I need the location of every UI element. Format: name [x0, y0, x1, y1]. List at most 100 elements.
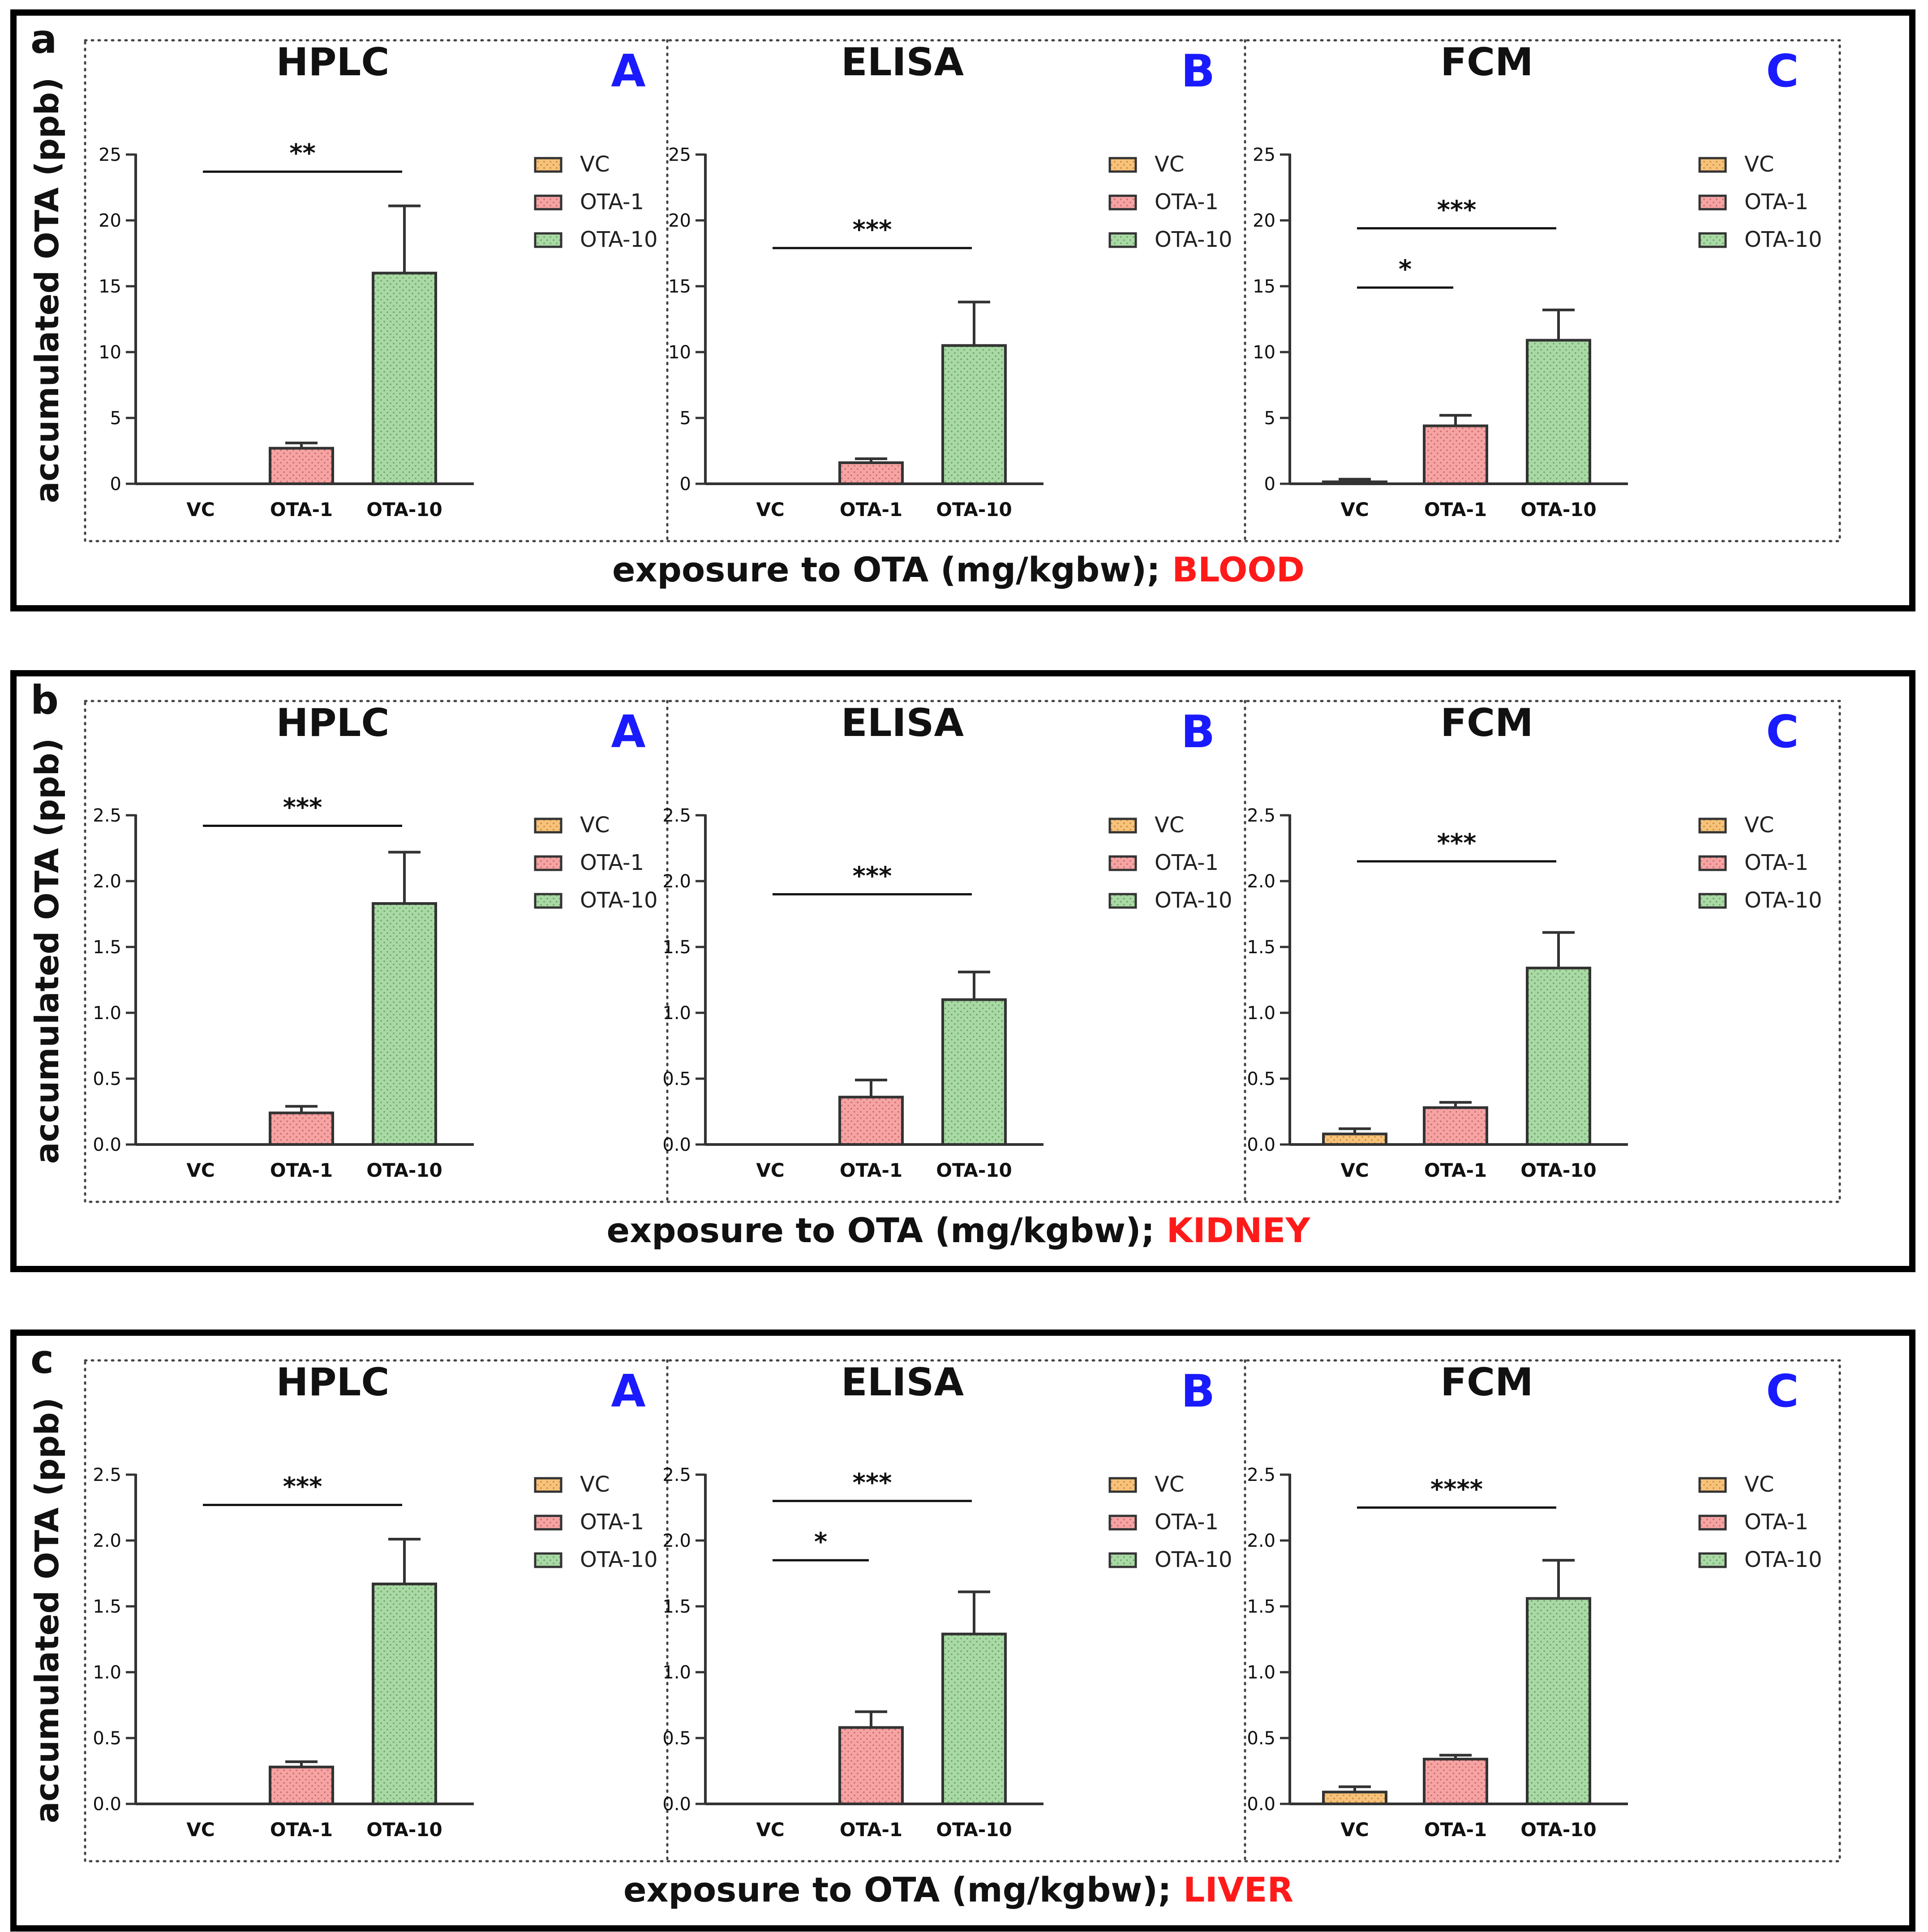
legend-label: OTA-1	[1155, 850, 1219, 875]
y-tick-label: 2.5	[93, 805, 121, 826]
legend-swatch-ota-1	[534, 855, 563, 871]
y-tick-label: 0.0	[662, 1794, 691, 1815]
y-tick-label: 0.5	[93, 1728, 121, 1749]
y-tick-label: 0	[680, 474, 691, 495]
x-tick-label: OTA-10	[366, 499, 442, 521]
x-tick-label: OTA-10	[366, 1819, 442, 1841]
x-axis-label: exposure to OTA (mg/kgbw); KIDNEY	[607, 1210, 1311, 1250]
chart-letter: A	[611, 45, 645, 97]
legend-label: OTA-10	[1744, 1547, 1822, 1572]
y-tick-label: 25	[99, 145, 121, 165]
chart-fcm: FCM C 0.0 0.5 1.0 1.5 2.0 2.5 VC OTA-1 OTA-10 *** VC…	[1247, 701, 1822, 1181]
legend-label: OTA-10	[1155, 888, 1232, 913]
bar-vc	[1322, 480, 1387, 485]
y-tick-label: 2.0	[662, 871, 691, 892]
legend-label: VC	[1744, 152, 1774, 177]
legend-swatch-vc	[1108, 818, 1137, 834]
chart-title: HPLC	[276, 701, 390, 745]
chart-title: FCM	[1440, 40, 1533, 85]
y-tick-label: 10	[1253, 342, 1275, 363]
chart-fcm: FCM C 0.0 0.5 1.0 1.5 2.0 2.5 VC OTA-1 OTA-10 **** V…	[1247, 1360, 1822, 1841]
legend-label: OTA-10	[1155, 1547, 1232, 1572]
y-tick-label: 0.5	[93, 1069, 121, 1089]
legend-label: OTA-1	[580, 189, 644, 215]
legend-swatch-ota-1	[1108, 855, 1137, 871]
chart-title: FCM	[1440, 701, 1533, 745]
y-tick-label: 1.5	[1247, 937, 1275, 958]
x-tick-label: OTA-1	[840, 499, 902, 521]
y-tick-label: 1.0	[662, 1003, 691, 1024]
legend-label: VC	[1155, 813, 1184, 838]
bar-ota-10	[1526, 1597, 1591, 1806]
significance-label: **	[289, 139, 316, 168]
y-tick-label: 15	[99, 276, 121, 297]
x-axis-label-prefix: exposure to OTA (mg/kgbw);	[612, 550, 1172, 589]
x-tick-label: OTA-10	[936, 1819, 1012, 1841]
legend-swatch-vc	[534, 818, 563, 834]
x-tick-label: OTA-10	[366, 1159, 442, 1181]
x-tick-label: OTA-1	[270, 1819, 333, 1841]
chart-elisa: ELISA B0.00.51.01.52.02.5VC OTA-1 OTA-10***…	[662, 701, 1232, 1181]
y-tick-label: 25	[668, 145, 691, 165]
y-tick-label: 10	[668, 342, 691, 363]
y-tick-label: 1.0	[93, 1662, 121, 1683]
y-tick-label: 2.5	[662, 805, 691, 826]
significance-label: ****	[1430, 1475, 1483, 1504]
legend-swatch-ota-1	[534, 194, 563, 211]
organ-label: LIVER	[1183, 1870, 1293, 1910]
legend-label: OTA-10	[580, 1547, 658, 1572]
panel-b: b accumulated OTA (ppb) exposure to OTA (m…	[10, 670, 1915, 1272]
legend-label: OTA-1	[1744, 189, 1808, 215]
bar-ota-1	[1423, 1758, 1488, 1806]
x-axis-label-prefix: exposure to OTA (mg/kgbw);	[623, 1870, 1183, 1910]
y-tick-label: 2.5	[93, 1465, 121, 1485]
y-axis-label: accumulated OTA (ppb)	[28, 1398, 66, 1824]
legend-label: OTA-1	[1744, 850, 1808, 875]
chart-letter: C	[1766, 1365, 1799, 1417]
y-tick-label: 1.0	[93, 1003, 121, 1024]
legend-swatch-ota-10	[1108, 1552, 1137, 1568]
legend-swatch-ota-10	[1108, 893, 1137, 909]
x-tick-label: VC	[186, 1159, 215, 1181]
x-tick-label: OTA-1	[1424, 1819, 1487, 1841]
bar-ota-10	[1526, 967, 1591, 1146]
x-tick-label: OTA-1	[840, 1819, 902, 1841]
y-tick-label: 1.0	[662, 1662, 691, 1683]
legend-swatch-vc	[1108, 1477, 1137, 1493]
significance-label: *	[1399, 255, 1412, 284]
legend-label: OTA-1	[580, 850, 644, 875]
bar-ota-10	[372, 1583, 437, 1806]
legend-swatch-vc	[534, 1477, 563, 1493]
significance-label: ***	[1437, 829, 1477, 858]
x-axis-label: exposure to OTA (mg/kgbw); LIVER	[623, 1870, 1293, 1910]
legend-swatch-vc	[1698, 157, 1727, 173]
panel-letter: b	[30, 677, 59, 723]
chart-letter: A	[611, 1365, 645, 1417]
y-tick-label: 5	[1264, 408, 1275, 429]
legend-label: VC	[1155, 1472, 1184, 1497]
x-tick-label: VC	[756, 1819, 784, 1841]
bar-vc	[1322, 1132, 1387, 1146]
significance-label: ***	[283, 793, 322, 822]
legend-label: OTA-1	[580, 1510, 644, 1535]
y-tick-label: 0.5	[1247, 1069, 1275, 1089]
legend-swatch-vc	[534, 157, 563, 173]
chart-hplc: HPLC A 0 5 10 15 20 25 VC OTA-1 OTA-10 ** VC OTA-1 OTA…	[99, 40, 657, 521]
y-tick-label: 0.5	[1247, 1728, 1275, 1749]
legend-label: VC	[580, 813, 610, 838]
bar-vc	[1322, 1790, 1387, 1806]
y-tick-label: 0.0	[1247, 1794, 1275, 1815]
subpanel-box	[84, 39, 1841, 542]
significance-label: ***	[853, 215, 892, 245]
legend-label: OTA-1	[1155, 189, 1219, 215]
chart-letter: C	[1766, 45, 1799, 97]
x-tick-label: VC	[1340, 499, 1369, 521]
chart-elisa: ELISA B0.00.51.01.52.02.5VC OTA-1 OTA-10***…	[662, 1360, 1232, 1841]
y-tick-label: 2.5	[1247, 1465, 1275, 1485]
y-tick-label: 0	[110, 474, 121, 495]
legend-label: OTA-1	[1744, 1510, 1808, 1535]
y-tick-label: 0.0	[662, 1135, 691, 1155]
y-tick-label: 15	[1253, 276, 1275, 297]
bar-ota-1	[1423, 424, 1488, 486]
